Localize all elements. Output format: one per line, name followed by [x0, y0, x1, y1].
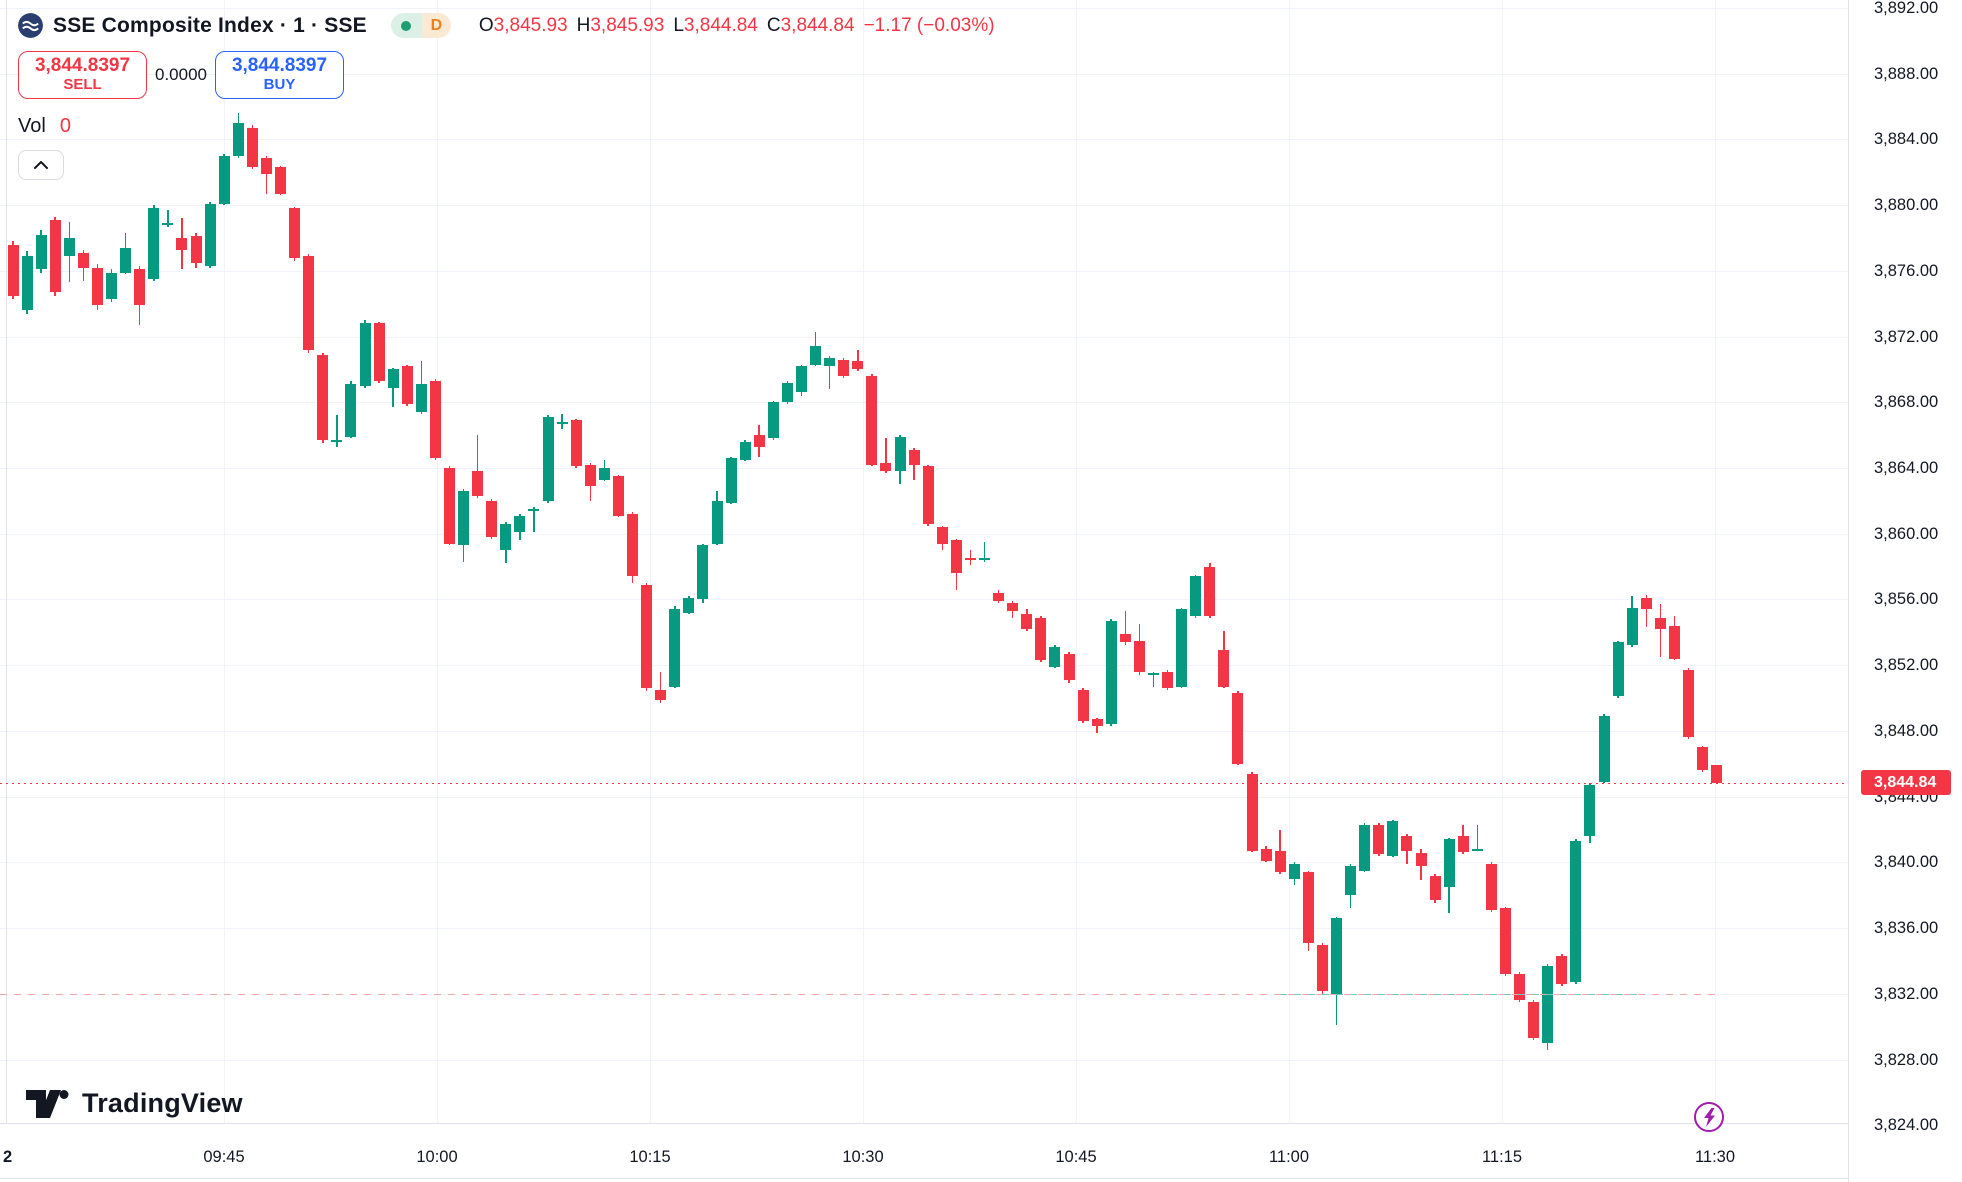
price-tick-label: 3,836.00 [1874, 919, 1939, 938]
symbol-legend: SSE Composite Index · 1 · SSE D O3,845.9… [18, 13, 995, 38]
vol-label: Vol [18, 115, 46, 137]
lightning-button[interactable] [1694, 1102, 1724, 1132]
h-gridline [0, 533, 1848, 535]
v-gridline [1502, 0, 1503, 1123]
price-tick-label: 3,824.00 [1874, 1116, 1939, 1135]
sell-button[interactable]: 3,844.8397 SELL [18, 51, 147, 99]
close-value: 3,844.84 [780, 14, 855, 36]
lightning-icon [1703, 1107, 1715, 1127]
time-tick-label: 09:45 [203, 1148, 245, 1166]
interval-d-badge: D [421, 13, 451, 38]
price-tick-label: 3,840.00 [1874, 853, 1939, 872]
time-tick-label: 10:15 [629, 1148, 671, 1166]
v-gridline [437, 0, 438, 1123]
time-tick-label: 2 [3, 1148, 13, 1166]
sell-price: 3,844.8397 [34, 55, 131, 77]
price-tick-label: 3,884.00 [1874, 130, 1939, 149]
v-gridline [224, 0, 225, 1123]
v-gridline [1715, 0, 1716, 1123]
reference-price-line [0, 993, 1718, 996]
v-gridline [650, 0, 651, 1123]
price-tick-label: 3,828.00 [1874, 1050, 1939, 1069]
price-tick-label: 3,852.00 [1874, 656, 1939, 675]
market-status-dot-icon [390, 13, 422, 38]
h-gridline [0, 796, 1848, 798]
price-tick-label: 3,864.00 [1874, 459, 1939, 478]
h-gridline [0, 1059, 1848, 1061]
h-gridline [0, 73, 1848, 75]
price-tick-label: 3,856.00 [1874, 590, 1939, 609]
volume-legend: Vol 0 [18, 115, 71, 138]
reference-price-line-teal [1280, 993, 1645, 996]
sse-logo [18, 13, 43, 38]
trade-panel: 3,844.8397 SELL 0.0000 3,844.8397 BUY [18, 51, 344, 99]
v-gridline [1076, 0, 1077, 1123]
h-gridline [0, 599, 1848, 601]
h-gridline [0, 205, 1848, 207]
last-price-line [0, 782, 1848, 784]
price-tick-label: 3,868.00 [1874, 393, 1939, 412]
h-gridline [0, 862, 1848, 864]
symbol-title[interactable]: SSE Composite Index · 1 · SSE [53, 13, 367, 37]
price-tick-label: 3,848.00 [1874, 721, 1939, 740]
open-value: 3,845.93 [493, 14, 568, 36]
high-value: 3,845.93 [590, 14, 665, 36]
h-gridline [0, 402, 1848, 404]
h-gridline [0, 139, 1848, 141]
time-tick-label: 10:30 [842, 1148, 884, 1166]
h-gridline [0, 270, 1848, 272]
ohlc-values: O3,845.93 H3,845.93 L3,844.84 C3,844.84 … [478, 14, 995, 36]
h-gridline [0, 336, 1848, 338]
change-value: −1.17 (−0.03%) [863, 14, 995, 36]
v-gridline [1289, 0, 1290, 1123]
time-axis[interactable]: 2 09:45 10:00 10:15 10:30 10:45 11:00 11:15 11:3… [0, 1123, 1848, 1179]
status-interval-badge[interactable]: D [390, 13, 451, 38]
price-tick-label: 3,832.00 [1874, 984, 1939, 1003]
price-tick-label: 3,876.00 [1874, 261, 1939, 280]
tradingview-watermark[interactable]: TradingView [25, 1088, 243, 1119]
chart-pane[interactable]: TradingView SSE Composite Index · 1 · SS… [0, 0, 1848, 1132]
last-price-tag: 3,844.84 [1861, 770, 1951, 796]
buy-button[interactable]: 3,844.8397 BUY [215, 51, 344, 99]
price-tick-label: 3,888.00 [1874, 64, 1939, 83]
h-gridline [0, 665, 1848, 667]
h-gridline [0, 8, 1848, 9]
time-tick-label: 11:30 [1694, 1148, 1736, 1166]
time-tick-label: 11:15 [1481, 1148, 1523, 1166]
watermark-label: TradingView [82, 1088, 243, 1118]
buy-price: 3,844.8397 [231, 55, 328, 77]
time-tick-label: 10:00 [416, 1148, 458, 1166]
price-tick-label: 3,892.00 [1874, 0, 1939, 17]
price-axis[interactable]: 3,844.84 3,892.00 3,888.00 3,884.00 3,880.0… [1848, 0, 1962, 1182]
h-gridline [0, 730, 1848, 732]
price-tick-label: 3,880.00 [1874, 196, 1939, 215]
collapse-legend-button[interactable] [18, 150, 64, 180]
h-gridline [0, 928, 1848, 930]
price-tick-label: 3,860.00 [1874, 524, 1939, 543]
low-value: 3,844.84 [683, 14, 758, 36]
session-break-line [6, 0, 7, 1123]
time-tick-label: 10:45 [1055, 1148, 1097, 1166]
vol-value: 0 [59, 115, 71, 137]
price-tick-label: 3,872.00 [1874, 327, 1939, 346]
time-tick-label: 11:00 [1268, 1148, 1310, 1166]
tradingview-icon [26, 1089, 69, 1118]
spread-value: 0.0000 [155, 65, 207, 84]
v-gridline [863, 0, 864, 1123]
chevron-up-icon [34, 161, 48, 169]
